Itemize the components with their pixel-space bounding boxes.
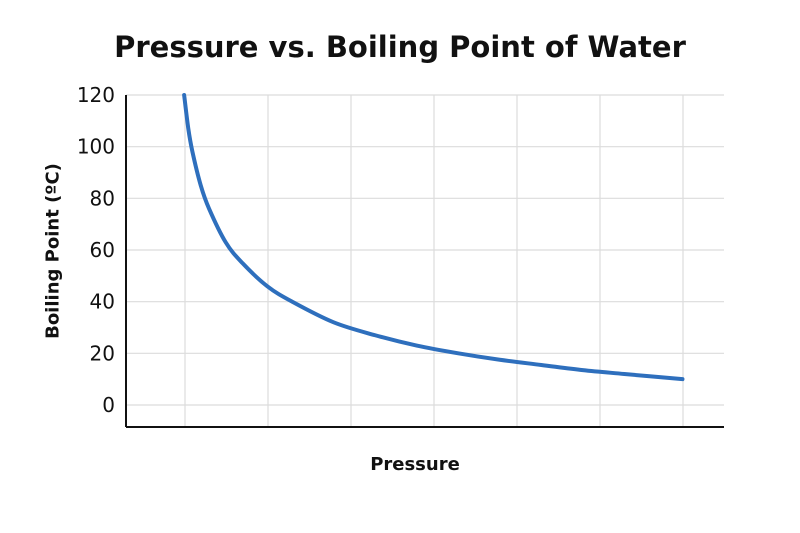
y-tick-label: 60 [90, 238, 115, 262]
grid-lines [126, 94, 724, 427]
x-axis-label: Pressure [370, 454, 460, 475]
axes [125, 95, 724, 428]
y-tick-label: 120 [77, 83, 115, 107]
chart-title: Pressure vs. Boiling Point of Water [114, 30, 686, 64]
y-tick-label: 100 [77, 135, 115, 159]
y-tick-label: 80 [90, 186, 115, 210]
y-axis-label: Boiling Point (ºC) [42, 163, 64, 339]
y-tick-label: 40 [90, 290, 115, 314]
y-tick-label: 20 [90, 341, 115, 365]
y-tick-labels: 0 20 40 60 80 100 120 [77, 83, 115, 417]
series-line-0 [182, 93, 685, 382]
y-tick-label: 0 [102, 393, 115, 417]
series-group [182, 93, 685, 382]
